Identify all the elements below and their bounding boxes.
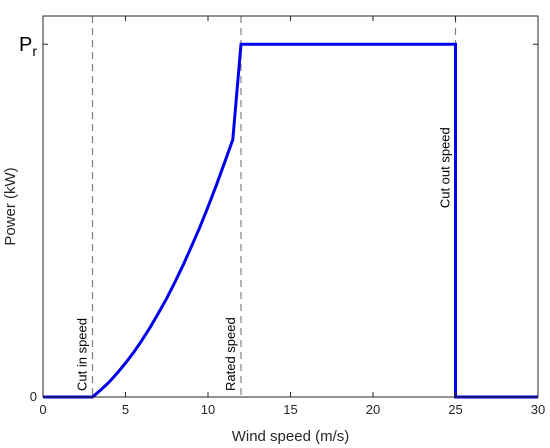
reference-line-label-2: Cut out speed [438, 127, 453, 208]
x-tick-label-3: 15 [283, 402, 297, 417]
x-tick-label-1: 5 [122, 402, 129, 417]
x-tick-label-2: 10 [201, 402, 215, 417]
y-tick-label-0: 0 [30, 389, 37, 404]
y-tick-label-1: Pr [19, 34, 37, 59]
label-layer: Cut in speed Rated speed Cut out speed 0 5 10… [2, 34, 545, 445]
y-tick-label-subscript: r [32, 43, 37, 59]
axes-layer [42, 15, 539, 398]
reference-line-label-0: Cut in speed [75, 318, 90, 391]
y-tick-label-main: P [19, 34, 32, 56]
x-axis-label: Wind speed (m/s) [232, 428, 350, 445]
x-tick-label-6: 30 [531, 402, 545, 417]
x-tick-label-4: 20 [366, 402, 380, 417]
series-layer [43, 42, 538, 399]
y-axis-label: Power (kW) [2, 167, 19, 245]
reference-line-label-1: Rated speed [223, 317, 238, 391]
power-curve-line [43, 42, 538, 399]
plot-frame [42, 15, 539, 398]
x-tick-label-5: 25 [448, 402, 462, 417]
x-tick-label-0: 0 [39, 402, 46, 417]
annotation-layer [91, 16, 457, 397]
